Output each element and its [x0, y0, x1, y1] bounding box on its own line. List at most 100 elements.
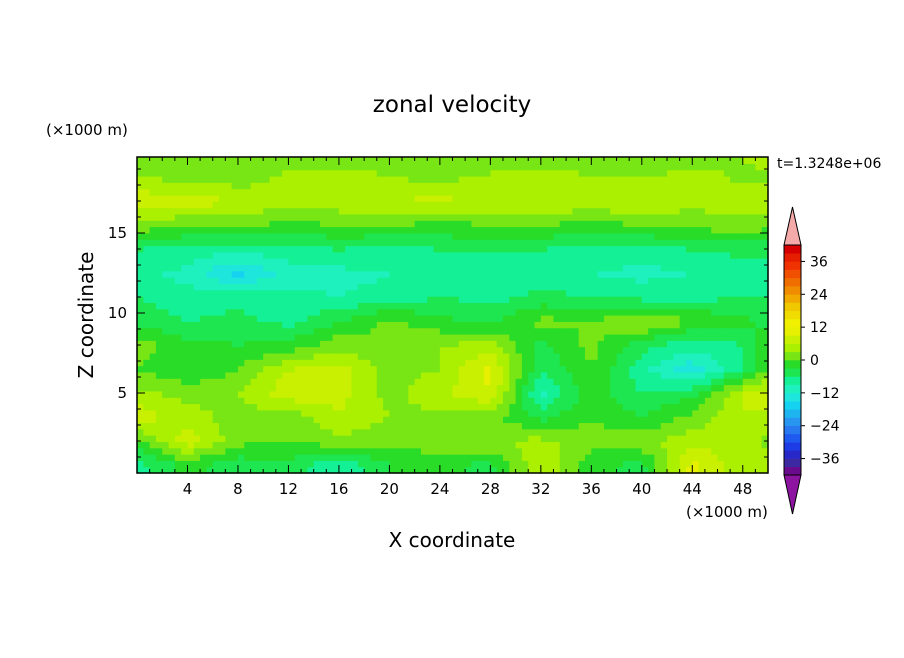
- field-cell: [711, 441, 719, 449]
- field-cell: [585, 390, 592, 398]
- field-cell: [673, 378, 681, 386]
- field-cell: [679, 302, 687, 310]
- field-cell: [212, 201, 220, 209]
- field-cell: [452, 409, 460, 417]
- field-cell: [294, 245, 302, 253]
- field-cell: [200, 454, 208, 461]
- field-cell: [572, 435, 580, 442]
- field-cell: [749, 220, 756, 228]
- field-cell: [679, 384, 687, 392]
- field-cell: [269, 245, 277, 253]
- field-cell: [660, 371, 668, 379]
- field-cell: [282, 397, 290, 405]
- field-cell: [137, 169, 144, 177]
- field-cell: [357, 283, 365, 291]
- field-cell: [433, 466, 441, 474]
- field-cell: [484, 384, 491, 392]
- field-cell: [351, 422, 359, 430]
- field-cell: [294, 359, 302, 367]
- field-cell: [559, 232, 567, 240]
- field-cell: [143, 245, 151, 253]
- field-cell: [439, 460, 447, 468]
- field-cell: [635, 302, 643, 310]
- field-cell: [206, 188, 214, 196]
- field-cell: [149, 333, 157, 341]
- field-cell: [648, 460, 656, 468]
- field-cell: [730, 175, 738, 183]
- field-cell: [484, 460, 491, 468]
- field-cell: [155, 384, 163, 392]
- field-cell: [616, 194, 624, 202]
- field-cell: [465, 239, 473, 247]
- field-cell: [433, 213, 441, 221]
- field-cell: [439, 315, 447, 322]
- field-cell: [288, 422, 296, 430]
- field-cell: [736, 447, 744, 455]
- field-cell: [332, 213, 340, 221]
- field-cell: [648, 422, 656, 430]
- field-cell: [534, 397, 542, 405]
- field-cell: [313, 403, 321, 411]
- field-cell: [376, 454, 384, 461]
- field-cell: [477, 188, 485, 196]
- field-cell: [629, 466, 637, 474]
- field-cell: [685, 390, 693, 398]
- field-cell: [458, 289, 466, 297]
- field-cell: [408, 175, 416, 183]
- field-cell: [275, 194, 283, 202]
- field-cell: [206, 194, 214, 202]
- field-cell: [566, 283, 573, 291]
- field-cell: [357, 277, 365, 284]
- field-cell: [269, 409, 277, 417]
- field-cell: [572, 346, 580, 354]
- field-cell: [484, 207, 491, 215]
- field-cell: [711, 283, 719, 291]
- field-cell: [193, 245, 201, 253]
- field-cell: [149, 207, 157, 215]
- field-cell: [250, 397, 258, 405]
- field-cell: [667, 220, 674, 228]
- field-cell: [597, 169, 605, 177]
- field-cell: [528, 422, 536, 430]
- field-cell: [193, 397, 201, 405]
- field-cell: [357, 460, 365, 468]
- field-cell: [408, 333, 416, 341]
- field-cell: [402, 264, 409, 272]
- field-cell: [755, 163, 763, 171]
- field-cell: [717, 232, 725, 240]
- field-cell: [187, 251, 195, 259]
- field-cell: [704, 390, 712, 398]
- field-cell: [414, 201, 422, 209]
- field-cell: [667, 277, 674, 284]
- field-cell: [263, 251, 271, 259]
- field-cell: [351, 188, 359, 196]
- field-cell: [319, 175, 327, 183]
- field-cell: [187, 157, 195, 164]
- field-cell: [723, 245, 731, 253]
- field-cell: [414, 264, 422, 272]
- field-cell: [465, 264, 473, 272]
- field-cell: [566, 333, 573, 341]
- field-cell: [736, 397, 744, 405]
- field-cell: [458, 201, 466, 209]
- field-cell: [155, 157, 163, 164]
- field-cell: [332, 321, 340, 329]
- field-cell: [275, 157, 283, 164]
- field-cell: [263, 365, 271, 373]
- field-cell: [648, 289, 656, 297]
- field-cell: [433, 340, 441, 348]
- field-cell: [376, 258, 384, 266]
- field-cell: [288, 390, 296, 398]
- field-cell: [137, 194, 144, 202]
- field-cell: [528, 384, 536, 392]
- field-cell: [673, 175, 681, 183]
- field-cell: [237, 315, 245, 322]
- field-cell: [559, 428, 567, 436]
- field-cell: [433, 416, 441, 424]
- field-cell: [635, 371, 643, 379]
- field-cell: [162, 441, 170, 449]
- field-cell: [471, 277, 479, 284]
- field-cell: [465, 245, 473, 253]
- field-cell: [559, 169, 567, 177]
- field-cell: [137, 264, 144, 272]
